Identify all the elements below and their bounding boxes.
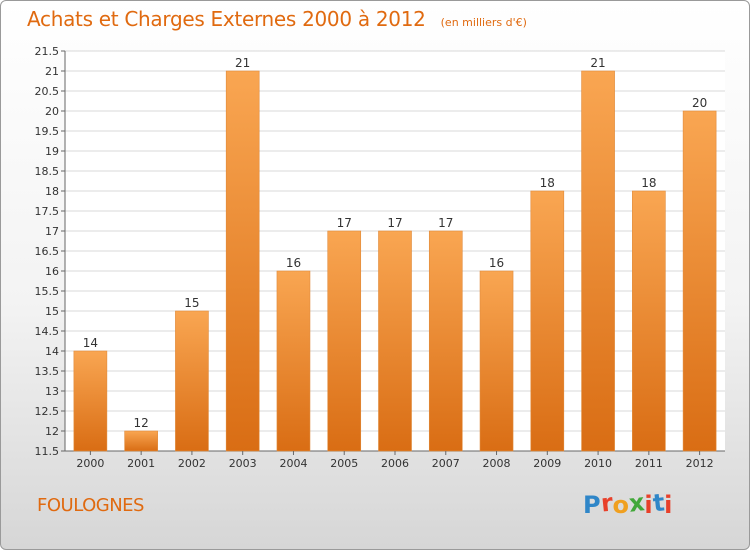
- bar-2010: [581, 70, 615, 452]
- bar-2011: [632, 190, 666, 452]
- x-tick-label-2006: 2006: [381, 457, 409, 470]
- data-label-2010: 21: [590, 56, 605, 70]
- x-tick-label-2002: 2002: [178, 457, 206, 470]
- chart-title: Achats et Charges Externes 2000 à 2012: [27, 7, 426, 31]
- bar-2012: [682, 110, 717, 452]
- bar-2008: [479, 270, 514, 452]
- y-tick-label: 11.5: [35, 445, 60, 458]
- bar-2006: [378, 230, 412, 452]
- logo-letter: t: [651, 488, 666, 518]
- y-tick-label: 16: [45, 265, 59, 278]
- y-tick-label: 12: [45, 425, 59, 438]
- logo-letter: r: [599, 488, 614, 518]
- commune-name: FOULOGNES: [37, 495, 144, 516]
- x-tick-label-2012: 2012: [686, 457, 714, 470]
- x-tick-label-2001: 2001: [127, 457, 155, 470]
- logo-letter: o: [612, 491, 629, 519]
- x-tick-label-2010: 2010: [584, 457, 612, 470]
- bar-2001: [124, 430, 158, 452]
- data-label-2007: 17: [438, 216, 453, 230]
- y-tick-label: 20.5: [35, 85, 60, 98]
- logo-letter: x: [627, 488, 646, 518]
- data-label-2004: 16: [286, 256, 301, 270]
- y-tick-label: 21.5: [35, 45, 60, 58]
- y-tick-label: 21: [45, 65, 59, 78]
- x-tick-label-2005: 2005: [330, 457, 358, 470]
- title-row: Achats et Charges Externes 2000 à 2012 (…: [27, 7, 527, 31]
- y-tick-label: 14: [45, 345, 59, 358]
- bar-2005: [327, 230, 362, 452]
- proxiti-logo: Proxiti: [583, 488, 673, 519]
- data-label-2000: 14: [83, 336, 98, 350]
- y-tick-label: 14.5: [35, 325, 60, 338]
- x-tick-label-2004: 2004: [279, 457, 307, 470]
- x-tick-label-2007: 2007: [432, 457, 460, 470]
- bar-2009: [530, 190, 565, 452]
- bar-2000: [73, 350, 108, 452]
- data-label-2003: 21: [235, 56, 250, 70]
- y-tick-label: 18: [45, 185, 59, 198]
- y-tick-label: 15.5: [35, 285, 60, 298]
- x-tick-label-2011: 2011: [635, 457, 663, 470]
- data-label-2005: 17: [337, 216, 352, 230]
- bar-2002: [175, 310, 209, 452]
- y-tick-label: 15: [45, 305, 59, 318]
- y-tick-label: 19.5: [35, 125, 60, 138]
- x-tick-label-2000: 2000: [76, 457, 104, 470]
- y-tick-label: 17.5: [35, 205, 60, 218]
- logo-letter: i: [644, 491, 653, 519]
- x-tick-label-2009: 2009: [533, 457, 561, 470]
- y-tick-label: 18.5: [35, 165, 60, 178]
- y-tick-label: 12.5: [35, 405, 60, 418]
- logo-letter: i: [664, 491, 673, 519]
- logo-letter: P: [583, 491, 601, 519]
- data-label-2006: 17: [387, 216, 402, 230]
- data-label-2009: 18: [540, 176, 555, 190]
- data-label-2002: 15: [184, 296, 199, 310]
- x-tick-label-2003: 2003: [229, 457, 257, 470]
- y-tick-label: 17: [45, 225, 59, 238]
- data-label-2001: 12: [134, 416, 149, 430]
- bar-2007: [428, 230, 463, 452]
- y-tick-label: 19: [45, 145, 59, 158]
- bar-2004: [276, 270, 311, 452]
- y-tick-label: 16.5: [35, 245, 60, 258]
- chart-subtitle: (en milliers d'€): [440, 16, 527, 29]
- x-tick-label-2008: 2008: [483, 457, 511, 470]
- y-tick-label: 13.5: [35, 365, 60, 378]
- data-label-2012: 20: [692, 96, 707, 110]
- data-label-2008: 16: [489, 256, 504, 270]
- data-label-2011: 18: [641, 176, 656, 190]
- y-tick-label: 20: [45, 105, 59, 118]
- y-tick-label: 13: [45, 385, 59, 398]
- bar-2003: [225, 70, 260, 452]
